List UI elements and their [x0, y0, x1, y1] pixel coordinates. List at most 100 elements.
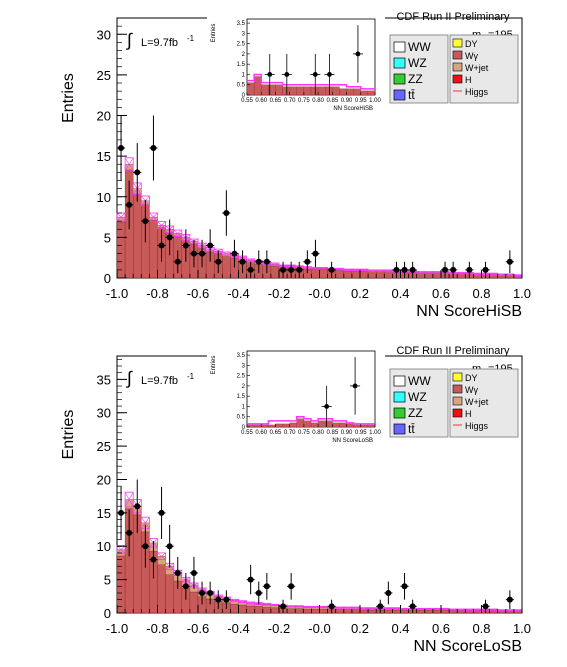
legend-label: WZ [408, 390, 427, 404]
legend-label: Wγ [465, 51, 478, 61]
histogram-bar-main [262, 607, 272, 614]
uncertainty-hatch [351, 268, 361, 271]
histogram-bar-main [189, 591, 199, 614]
data-point [215, 596, 222, 603]
uncertainty-hatch [222, 251, 231, 256]
data-point [174, 258, 181, 265]
uncertainty-band [124, 157, 134, 172]
data-point [174, 569, 181, 576]
uncertainty-hatch [424, 271, 433, 274]
inset-histogram-bar [289, 422, 297, 428]
inset-y-axis-title: Entries [211, 356, 217, 375]
histogram-bar-main [424, 610, 434, 614]
inset-histogram-bar [282, 423, 290, 428]
data-point [239, 258, 246, 265]
inset-histogram-bar [332, 422, 340, 428]
x-tick-label: 1.0 [513, 621, 531, 636]
inset-y-tick-label: 1.5 [237, 62, 246, 68]
y-tick-label: 15 [97, 149, 111, 164]
uncertainty-hatch [246, 601, 255, 605]
inset-histogram-bar [296, 86, 305, 96]
inset-x-tick-label: 1.00 [369, 98, 381, 104]
data-point [166, 234, 173, 241]
uncertainty-hatch [157, 221, 166, 230]
legend-swatch [452, 384, 463, 394]
histogram-bar-main [303, 608, 312, 614]
inset-x-tick-label: 0.55 [241, 98, 253, 104]
histogram-bar-main [432, 272, 442, 279]
x-tick-label: -0.2 [268, 286, 290, 301]
inset-y-tick-label: 2 [242, 384, 246, 390]
histogram-bar-main [319, 608, 328, 614]
y-tick-label: 20 [97, 472, 111, 487]
histogram-bar-main [457, 273, 466, 279]
legend-swatch [393, 375, 406, 387]
histogram-bar-main [116, 555, 126, 614]
data-point [190, 250, 197, 257]
inset-x-tick-label: 0.85 [326, 430, 338, 436]
inset-histogram-bar [346, 88, 354, 96]
inset-histogram-bar [317, 420, 326, 428]
inset-x-tick-label: 0.75 [298, 430, 310, 436]
inset-histogram-bar [360, 90, 369, 96]
x-tick-label: 0.2 [351, 286, 369, 301]
histogram-bar-main [230, 603, 239, 614]
data-point [466, 266, 473, 273]
data-point [134, 169, 141, 176]
histogram-bar-main [400, 610, 409, 614]
legend-swatch [393, 423, 406, 435]
integral-sign: ∫ [125, 368, 133, 388]
data-point [215, 258, 222, 265]
data-point [142, 543, 149, 550]
inset-data-point [352, 383, 358, 389]
x-tick-label: -0.6 [187, 286, 209, 301]
inset-y-tick-label: 2.5 [237, 42, 246, 48]
y-tick-label: 30 [97, 406, 111, 421]
inset-frame [246, 350, 376, 428]
histogram-bar-main [319, 269, 328, 279]
legend-label: Higgs [465, 87, 489, 97]
histogram-bar-main [359, 270, 369, 279]
uncertainty-hatch [424, 608, 433, 610]
legend-swatch [393, 391, 406, 403]
legend-left: WW WZ ZZ tt̄ [389, 34, 449, 104]
uncertainty-hatch [311, 606, 320, 608]
uncertainty-hatch [465, 608, 474, 611]
data-point [126, 529, 133, 536]
x-tick-label: -0.6 [187, 621, 209, 636]
inset-histogram-bar [275, 84, 283, 96]
uncertainty-hatch [473, 608, 482, 611]
inset-y-tick-label: 1 [242, 72, 246, 78]
inset-histogram-bar [310, 86, 319, 96]
inset-histogram-bar [253, 424, 262, 428]
inset-band-line [247, 73, 375, 90]
data-point [409, 266, 416, 273]
uncertainty-hatch [368, 607, 377, 610]
legend-label: Wγ [465, 385, 478, 395]
histogram-bar-main [513, 611, 523, 614]
uncertainty-hatch [124, 492, 134, 508]
legend-label: WZ [408, 56, 427, 70]
inset-x-tick-label: 0.75 [298, 98, 310, 104]
x-tick-label: -0.0 [308, 286, 330, 301]
uncertainty-hatch [359, 268, 369, 271]
histogram-bar-main [270, 266, 280, 279]
uncertainty-hatch [489, 272, 498, 276]
inset-x-tick-label: 0.55 [241, 430, 253, 436]
histogram-bar-main [440, 610, 450, 614]
legend-label: tt̄ [408, 422, 415, 436]
uncertainty-hatch [295, 605, 304, 608]
uncertainty-hatch [238, 600, 247, 603]
uncertainty-hatch [270, 262, 280, 266]
legend-label: Higgs [465, 421, 489, 431]
uncertainty-hatch [116, 212, 126, 222]
inset-band-line [247, 415, 375, 425]
uncertainty-hatch [149, 212, 158, 222]
inset-x-tick-label: 0.95 [355, 430, 367, 436]
histogram-bar-main [222, 256, 231, 279]
data-point [126, 201, 133, 208]
histogram-bar-main [286, 608, 296, 614]
inset-y-tick-label: 0.5 [237, 83, 246, 89]
uncertainty-hatch [303, 606, 312, 608]
inset-data-point [324, 404, 330, 409]
